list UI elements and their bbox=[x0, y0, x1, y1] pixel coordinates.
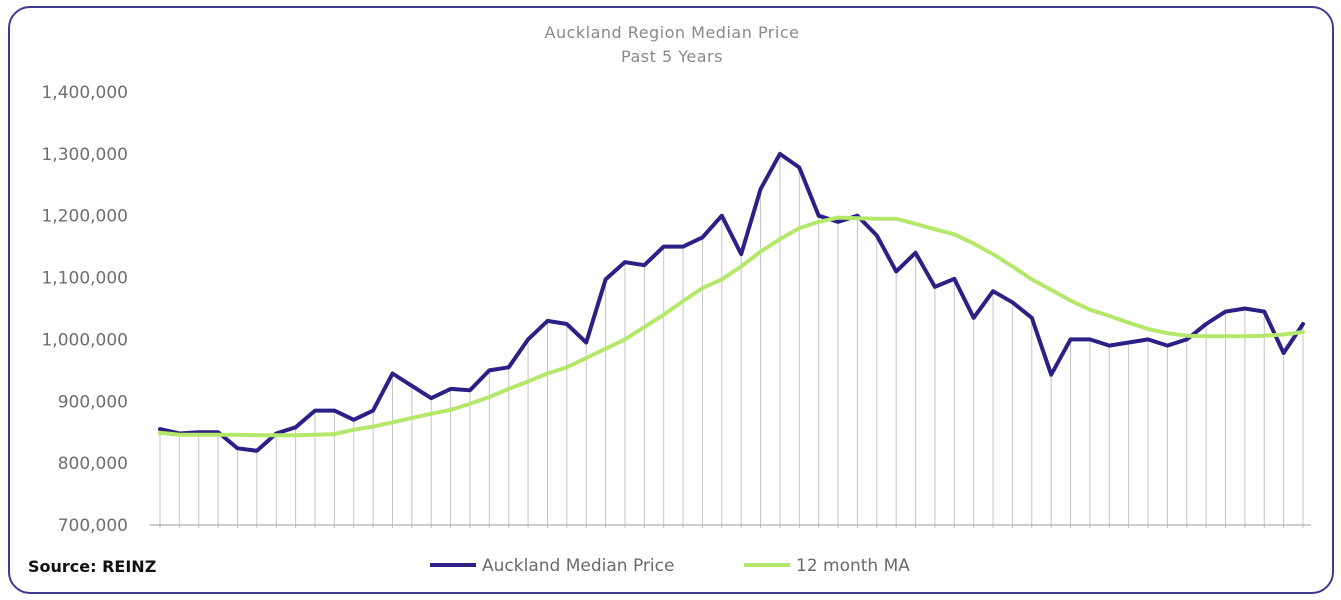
source-note: Source: REINZ bbox=[28, 557, 157, 576]
y-tick-label: 900,000 bbox=[58, 392, 128, 412]
legend-label-ma: 12 month MA bbox=[796, 556, 910, 576]
drop-lines bbox=[159, 153, 1304, 528]
y-tick-label: 800,000 bbox=[58, 454, 128, 474]
series-lines bbox=[158, 151, 1305, 453]
chart-frame bbox=[8, 6, 1334, 594]
series-line-median bbox=[158, 151, 1305, 453]
y-tick-label: 1,000,000 bbox=[41, 330, 128, 350]
y-tick-label: 1,300,000 bbox=[41, 145, 128, 165]
y-tick-label: 700,000 bbox=[58, 516, 128, 536]
chart-subtitle: Past 5 Years bbox=[621, 47, 723, 66]
legend: Auckland Median Price 12 month MA bbox=[430, 556, 910, 576]
y-tick-label: 1,200,000 bbox=[41, 207, 128, 227]
y-tick-label: 1,100,000 bbox=[41, 269, 128, 289]
series-line-ma bbox=[158, 215, 1305, 438]
legend-label-median: Auckland Median Price bbox=[482, 556, 674, 576]
y-tick-label: 1,400,000 bbox=[41, 83, 128, 103]
chart-title: Auckland Region Median Price bbox=[545, 23, 800, 42]
y-axis: 700,000 800,000 900,000 1,000,000 1,100,000 1… bbox=[41, 83, 128, 536]
